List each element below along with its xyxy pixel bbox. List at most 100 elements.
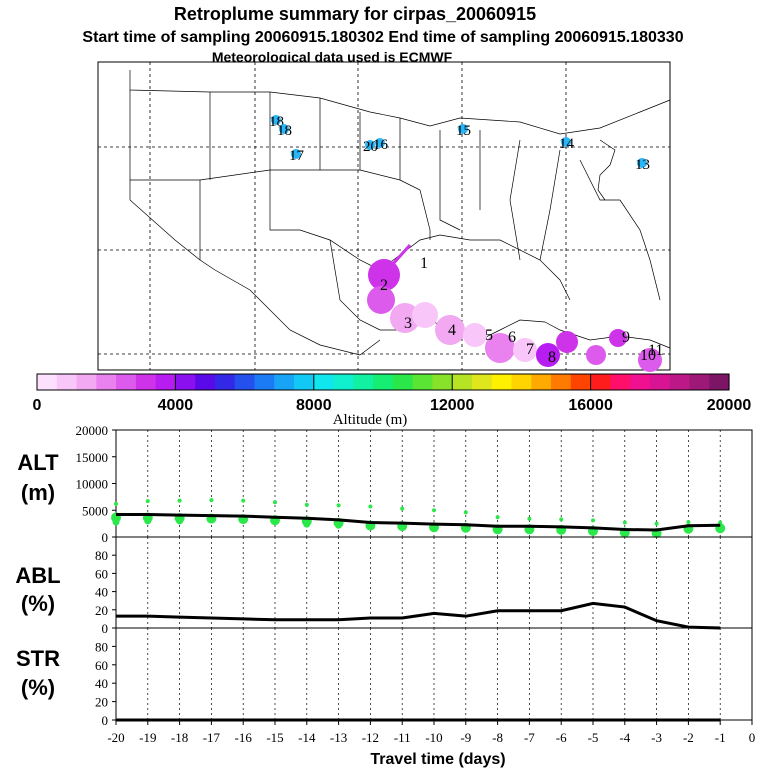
x-tick-label: -17: [203, 730, 221, 745]
far-field-point: [279, 124, 289, 134]
x-tick-label: -11: [394, 730, 411, 745]
colorbar-segment: [709, 374, 730, 390]
colorbar-tick-label: 16000: [568, 397, 613, 414]
far-field-label: 13: [635, 157, 650, 173]
plume-cluster: [536, 343, 560, 367]
colorbar-segment: [214, 374, 236, 390]
plume-cluster: [412, 302, 438, 328]
altitude-lower-point: [462, 524, 470, 532]
y-tick-label: 60: [95, 566, 108, 581]
x-tick-label: -2: [683, 730, 694, 745]
colorbar-segment: [491, 374, 513, 390]
colorbar-segment: [669, 374, 691, 390]
far-field-point: [375, 138, 385, 148]
y-tick-label: 0: [102, 621, 109, 636]
plume-label: 7: [526, 341, 534, 358]
altitude-lower-point: [398, 523, 406, 531]
plume-label: 4: [448, 322, 456, 339]
altitude-upper-point: [559, 517, 564, 522]
altitude-upper-point: [527, 516, 532, 521]
title-line3: Meteorological data used is ECMWF: [212, 49, 453, 65]
x-tick-label: -3: [651, 730, 662, 745]
colorbar-segment: [412, 374, 434, 390]
far-field-point: [291, 149, 301, 159]
altitude-upper-point: [495, 515, 500, 520]
plume-label: 11: [648, 342, 663, 359]
plume-cluster: [485, 333, 515, 363]
x-axis-label: Travel time (days): [370, 751, 505, 768]
altitude-upper-point: [463, 510, 468, 515]
colorbar-label: Altitude (m): [333, 412, 408, 428]
altitude-upper-point: [686, 520, 691, 525]
y-tick-label: 40: [95, 676, 108, 691]
altitude-upper-point: [591, 518, 595, 523]
altitude-upper-point: [336, 503, 341, 508]
colorbar-segment: [373, 374, 394, 390]
x-tick-label: -7: [524, 730, 535, 745]
map-gridlines: [98, 62, 670, 370]
title-line2: Start time of sampling 20060915.180302 E…: [82, 29, 683, 46]
plume-path: [367, 243, 662, 372]
colorbar-segment: [590, 374, 611, 390]
y-tick-label: 40: [95, 585, 108, 600]
panel-label: STR: [16, 646, 60, 671]
far-field-label: 18: [277, 123, 292, 139]
plume-cluster: [513, 338, 537, 362]
colorbar-segment: [333, 374, 354, 390]
altitude-upper-point: [622, 520, 627, 525]
colorbar-segment: [254, 374, 275, 390]
colorbar-segment: [649, 374, 671, 390]
x-tick-label: -18: [171, 730, 188, 745]
altitude-lower-point: [176, 517, 184, 525]
x-tick-label: -16: [235, 730, 253, 745]
panel-alt: 20000 15000 10000 5000 0 ALT (m): [17, 423, 753, 545]
colorbar-segment: [37, 374, 58, 390]
far-field-label: 20: [363, 139, 378, 155]
colorbar-tick-label: 12000: [430, 397, 475, 414]
map-borders: [129, 70, 671, 356]
y-tick-label: 20: [95, 695, 108, 710]
panel-label: ABL: [15, 563, 60, 588]
x-tick-label: -14: [298, 730, 316, 745]
altitude-lower-point: [112, 518, 120, 526]
plume-label: 2: [380, 277, 388, 294]
altitude-lower-point: [144, 517, 152, 525]
y-tick-label: 0: [102, 530, 109, 545]
plume-label: 9: [622, 329, 630, 346]
plume-label: 1: [420, 255, 428, 272]
colorbar-segment: [195, 374, 216, 390]
x-tick-label: -9: [460, 730, 471, 745]
altitude-upper-point: [114, 501, 118, 506]
colorbar-segment: [234, 374, 256, 390]
panel-abl: 80 60 40 20 0 ABL (%): [15, 536, 753, 636]
map-frame: [97, 61, 671, 371]
colorbar-tick-label: 4000: [158, 397, 194, 414]
far-field-label: 17: [289, 148, 305, 164]
x-tick-label: -5: [588, 730, 599, 745]
colorbar-segment: [610, 374, 631, 390]
colorbar-segment: [313, 374, 335, 390]
colorbar-segment: [274, 374, 295, 390]
colorbar-segment: [392, 374, 414, 390]
altitude-lower-point: [366, 523, 374, 531]
altitude-median-line: [116, 513, 721, 532]
y-tick-label: 10000: [76, 477, 109, 492]
y-tick-label: 80: [95, 639, 108, 654]
y-tick-label: 15000: [76, 450, 109, 465]
plume-cluster: [609, 329, 627, 347]
y-tick-label: 60: [95, 658, 108, 673]
altitude-lower-point: [335, 521, 343, 529]
abl-line: [116, 601, 721, 630]
panel-label: ALT: [17, 450, 59, 475]
colorbar-segment: [96, 374, 117, 390]
x-tick-label: -10: [425, 730, 442, 745]
plume-cluster: [367, 286, 395, 314]
x-tick-label: -19: [139, 730, 156, 745]
panel-unit-label: (m): [21, 480, 55, 505]
far-field-label: 16: [373, 137, 389, 153]
altitude-upper-point: [209, 498, 214, 503]
y-tick-label: 80: [95, 548, 108, 563]
